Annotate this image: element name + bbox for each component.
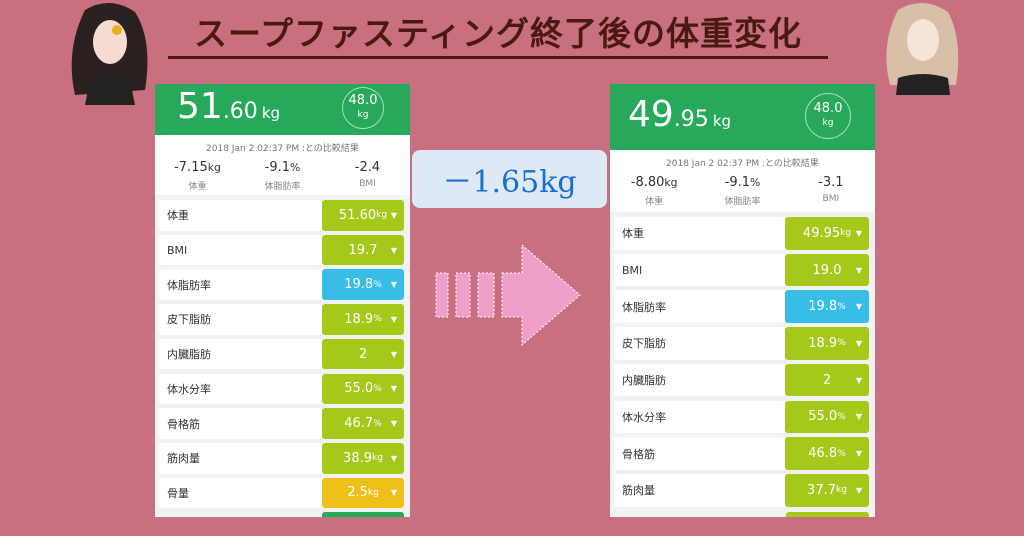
metric-row[interactable]: 皮下脂肪 18.9% ▼ xyxy=(614,327,869,360)
metric-value-dropdown[interactable]: 55.0% ▼ xyxy=(785,400,869,434)
stat-bmi: -2.4 BMI xyxy=(354,160,381,189)
metric-label: BMI xyxy=(167,243,188,257)
metric-label: 骨量 xyxy=(167,486,189,500)
metric-label: 骨格筋 xyxy=(167,417,200,431)
compare-date: 2018 Jan 2 02:37 PM :との比較結果 xyxy=(666,159,819,169)
partial-row xyxy=(786,512,869,517)
metric-value-dropdown[interactable]: 19.8% ▼ xyxy=(785,290,869,324)
metric-value-dropdown[interactable]: 46.8% ▼ xyxy=(785,437,869,470)
page-title: スープファスティング終了後の体重変化 xyxy=(168,12,828,59)
metric-label: 内臓脂肪 xyxy=(622,374,666,388)
caret-down-icon: ▼ xyxy=(855,412,862,422)
caret-down-icon: ▼ xyxy=(855,302,862,312)
metric-value-dropdown[interactable]: 19.7 ▼ xyxy=(322,234,404,266)
caret-down-icon: ▼ xyxy=(390,488,397,498)
metric-label: 体脂肪率 xyxy=(622,300,666,314)
current-weight: 49.95 kg xyxy=(628,94,732,135)
caret-down-icon: ▼ xyxy=(855,265,862,275)
caret-down-icon: ▼ xyxy=(390,384,397,394)
metric-value-dropdown[interactable]: 49.95 kg ▼ xyxy=(785,217,869,250)
metric-row[interactable]: BMI 19.7 ▼ xyxy=(159,234,404,266)
weight-header: 51.60 kg 48.0 kg xyxy=(155,84,410,135)
metric-label: 体重 xyxy=(167,209,189,223)
caret-down-icon: ▼ xyxy=(390,453,397,463)
metric-value-dropdown[interactable]: 19.8% ▼ xyxy=(322,269,404,301)
metric-value-dropdown[interactable]: 18.9% ▼ xyxy=(322,304,404,335)
caret-down-icon: ▼ xyxy=(390,210,397,220)
arrow-right-icon xyxy=(435,243,581,347)
metric-value-dropdown[interactable]: 46.7% ▼ xyxy=(322,408,404,439)
target-weight: 48.0 kg xyxy=(342,87,384,129)
metric-value-dropdown[interactable]: 2 ▼ xyxy=(785,363,869,397)
metric-label: 筋肉量 xyxy=(622,484,655,498)
metric-row[interactable]: 体重 51.60 kg ▼ xyxy=(159,200,404,231)
metric-label: 皮下脂肪 xyxy=(622,337,666,351)
metric-label: 皮下脂肪 xyxy=(167,313,211,327)
metric-value-dropdown[interactable]: 37.7 kg ▼ xyxy=(785,473,869,507)
metric-value-dropdown[interactable]: 19.0 ▼ xyxy=(785,253,869,287)
weight-header: 49.95 kg 48.0 kg xyxy=(610,84,875,150)
caret-down-icon: ▼ xyxy=(390,280,397,290)
stat-bmi: -3.1 BMI xyxy=(818,175,844,204)
caret-down-icon: ▼ xyxy=(855,375,862,385)
metric-value-dropdown[interactable]: 2.5 kg ▼ xyxy=(322,477,404,509)
before-screenshot: 51.60 kg 48.0 kg 2018 Jan 2 02:37 PM :との比較… xyxy=(155,84,410,517)
stat-bodyfat: -9.1% 体脂肪率 xyxy=(724,175,761,207)
metric-row[interactable]: 筋肉量 37.7 kg ▼ xyxy=(614,473,869,507)
metric-value-dropdown[interactable]: 55.0% ▼ xyxy=(322,373,404,405)
comparison-summary: 2018 Jan 2 02:37 PM :との比較結果 -8.80kg 体重 -9… xyxy=(610,150,875,212)
caret-down-icon: ▼ xyxy=(855,485,862,495)
metric-label: 骨格筋 xyxy=(622,447,655,461)
target-weight: 48.0 kg xyxy=(805,93,851,139)
metric-row[interactable]: 内臓脂肪 2 ▼ xyxy=(159,338,404,370)
metric-row[interactable]: 体重 49.95 kg ▼ xyxy=(614,217,869,250)
partial-row xyxy=(322,512,404,517)
metric-row[interactable]: 体脂肪率 19.8% ▼ xyxy=(159,269,404,301)
metric-label: 体重 xyxy=(622,227,644,241)
comparison-summary: 2018 Jan 2 02:37 PM :との比較結果 -7.15kg 体重 -9… xyxy=(155,135,410,195)
current-weight: 51.60 kg xyxy=(177,86,281,127)
caret-down-icon: ▼ xyxy=(855,228,862,238)
caret-down-icon: ▼ xyxy=(390,314,397,324)
metric-row[interactable]: BMI 19.0 ▼ xyxy=(614,253,869,287)
metric-row[interactable]: 骨格筋 46.8% ▼ xyxy=(614,437,869,470)
metric-label: 体水分率 xyxy=(167,382,211,396)
caret-down-icon: ▼ xyxy=(390,349,397,359)
metric-label: 体脂肪率 xyxy=(167,278,211,292)
caret-down-icon: ▼ xyxy=(390,419,397,429)
metric-label: 筋肉量 xyxy=(167,452,200,466)
stat-bodyfat: -9.1% 体脂肪率 xyxy=(264,160,301,192)
metric-value-dropdown[interactable]: 51.60 kg ▼ xyxy=(322,200,404,231)
metric-row[interactable]: 体水分率 55.0% ▼ xyxy=(614,400,869,434)
metric-label: 内臓脂肪 xyxy=(167,348,211,362)
metric-value-dropdown[interactable]: 18.9% ▼ xyxy=(785,327,869,360)
caret-down-icon: ▼ xyxy=(390,245,397,255)
metric-label: BMI xyxy=(622,263,643,277)
metric-label: 体水分率 xyxy=(622,410,666,424)
caret-down-icon: ▼ xyxy=(855,338,862,348)
stat-weight: -8.80kg 体重 xyxy=(630,175,678,207)
metric-row[interactable]: 骨量 2.5 kg ▼ xyxy=(159,477,404,509)
woman-illustration-right xyxy=(886,2,959,95)
metric-row[interactable]: 体脂肪率 19.8% ▼ xyxy=(614,290,869,324)
woman-illustration-left xyxy=(71,2,148,105)
metric-value-dropdown[interactable]: 2 ▼ xyxy=(322,338,404,370)
metric-value-dropdown[interactable]: 38.9 kg ▼ xyxy=(322,442,404,474)
caret-down-icon: ▼ xyxy=(855,449,862,459)
compare-date: 2018 Jan 2 02:37 PM :との比較結果 xyxy=(206,144,359,154)
metric-row[interactable]: 骨格筋 46.7% ▼ xyxy=(159,408,404,439)
metric-row[interactable]: 筋肉量 38.9 kg ▼ xyxy=(159,442,404,474)
after-screenshot: 49.95 kg 48.0 kg 2018 Jan 2 02:37 PM :との比較… xyxy=(610,84,875,517)
metric-row[interactable]: 皮下脂肪 18.9% ▼ xyxy=(159,304,404,335)
metric-row[interactable]: 内臓脂肪 2 ▼ xyxy=(614,363,869,397)
difference-badge: －1.65kg xyxy=(412,150,607,208)
metric-row[interactable]: 体水分率 55.0% ▼ xyxy=(159,373,404,405)
stat-weight: -7.15kg 体重 xyxy=(174,160,221,192)
